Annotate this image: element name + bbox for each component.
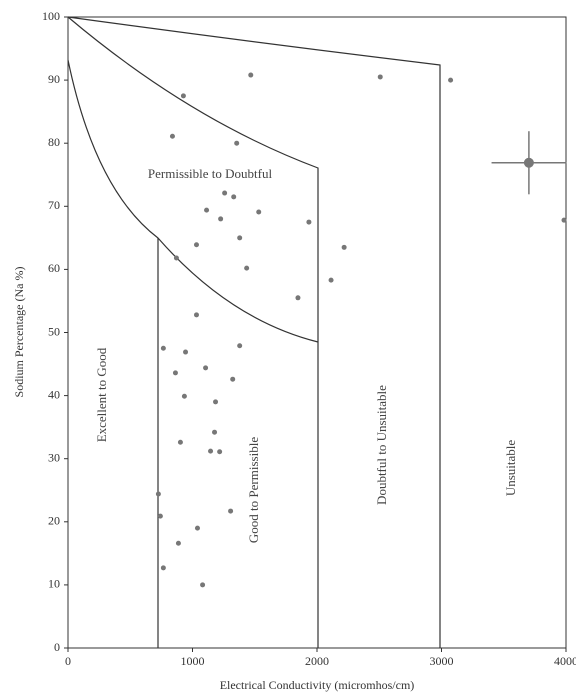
data-point xyxy=(175,540,181,546)
x-tick-label: 2000 xyxy=(305,654,329,668)
data-point xyxy=(155,491,161,497)
y-tick-label: 40 xyxy=(48,387,60,401)
data-point xyxy=(230,376,236,382)
data-point xyxy=(295,295,301,301)
y-tick-label: 10 xyxy=(48,577,60,591)
x-tick-label: 0 xyxy=(65,654,71,668)
data-point xyxy=(248,72,254,78)
data-point xyxy=(203,365,209,371)
data-point xyxy=(157,513,163,519)
data-point xyxy=(244,265,250,271)
boundary-permissible xyxy=(67,59,319,343)
x-axis-label: Electrical Conductivity (micromhos/cm) xyxy=(220,678,415,692)
error-point xyxy=(523,157,534,168)
region-label: Doubtful to Unsuitable xyxy=(374,385,389,505)
y-tick-label: 60 xyxy=(48,261,60,275)
y-tick-label: 50 xyxy=(48,324,60,338)
y-tick-label: 0 xyxy=(54,640,60,654)
data-point xyxy=(173,255,179,261)
data-point xyxy=(237,343,243,349)
y-tick-label: 90 xyxy=(48,72,60,86)
data-point xyxy=(256,209,262,215)
data-point xyxy=(213,399,219,405)
data-point xyxy=(341,244,347,250)
region-label: Permissible to Doubtful xyxy=(148,166,273,181)
data-point xyxy=(237,235,243,241)
data-point xyxy=(328,277,334,283)
data-point xyxy=(172,370,178,376)
data-point xyxy=(218,216,224,222)
data-point xyxy=(217,449,223,455)
x-tick-label: 4000 xyxy=(554,654,576,668)
data-point xyxy=(377,74,383,80)
data-point xyxy=(194,525,200,531)
y-axis-label: Sodium Percentage (Na %) xyxy=(12,267,26,398)
data-point xyxy=(160,345,166,351)
data-point xyxy=(234,140,240,146)
data-point xyxy=(177,439,183,445)
data-point xyxy=(561,217,567,223)
boundary-unsuitable xyxy=(67,16,441,648)
boundary-doubtful xyxy=(67,16,319,648)
data-point xyxy=(193,242,199,248)
data-point xyxy=(200,582,206,588)
y-tick-label: 20 xyxy=(48,514,60,528)
data-point xyxy=(193,312,199,318)
x-tick-label: 1000 xyxy=(181,654,205,668)
data-point xyxy=(204,207,210,213)
y-tick-label: 80 xyxy=(48,135,60,149)
data-point xyxy=(181,393,187,399)
data-point xyxy=(212,429,218,435)
plot-frame xyxy=(67,16,567,649)
y-tick-label: 30 xyxy=(48,450,60,464)
data-point xyxy=(208,448,214,454)
y-tick-label: 70 xyxy=(48,198,60,212)
data-point xyxy=(183,349,189,355)
data-point xyxy=(180,93,186,99)
data-point xyxy=(169,133,175,139)
x-tick-label: 3000 xyxy=(430,654,454,668)
data-point xyxy=(222,190,228,196)
y-tick-label: 100 xyxy=(42,9,60,23)
region-label: Good to Permissible xyxy=(246,437,261,543)
data-point xyxy=(160,565,166,571)
region-label: Unsuitable xyxy=(503,440,518,497)
data-point xyxy=(228,508,234,514)
data-point xyxy=(306,219,312,225)
region-label: Excellent to Good xyxy=(94,347,109,442)
data-point xyxy=(448,77,454,83)
data-point xyxy=(231,194,237,200)
